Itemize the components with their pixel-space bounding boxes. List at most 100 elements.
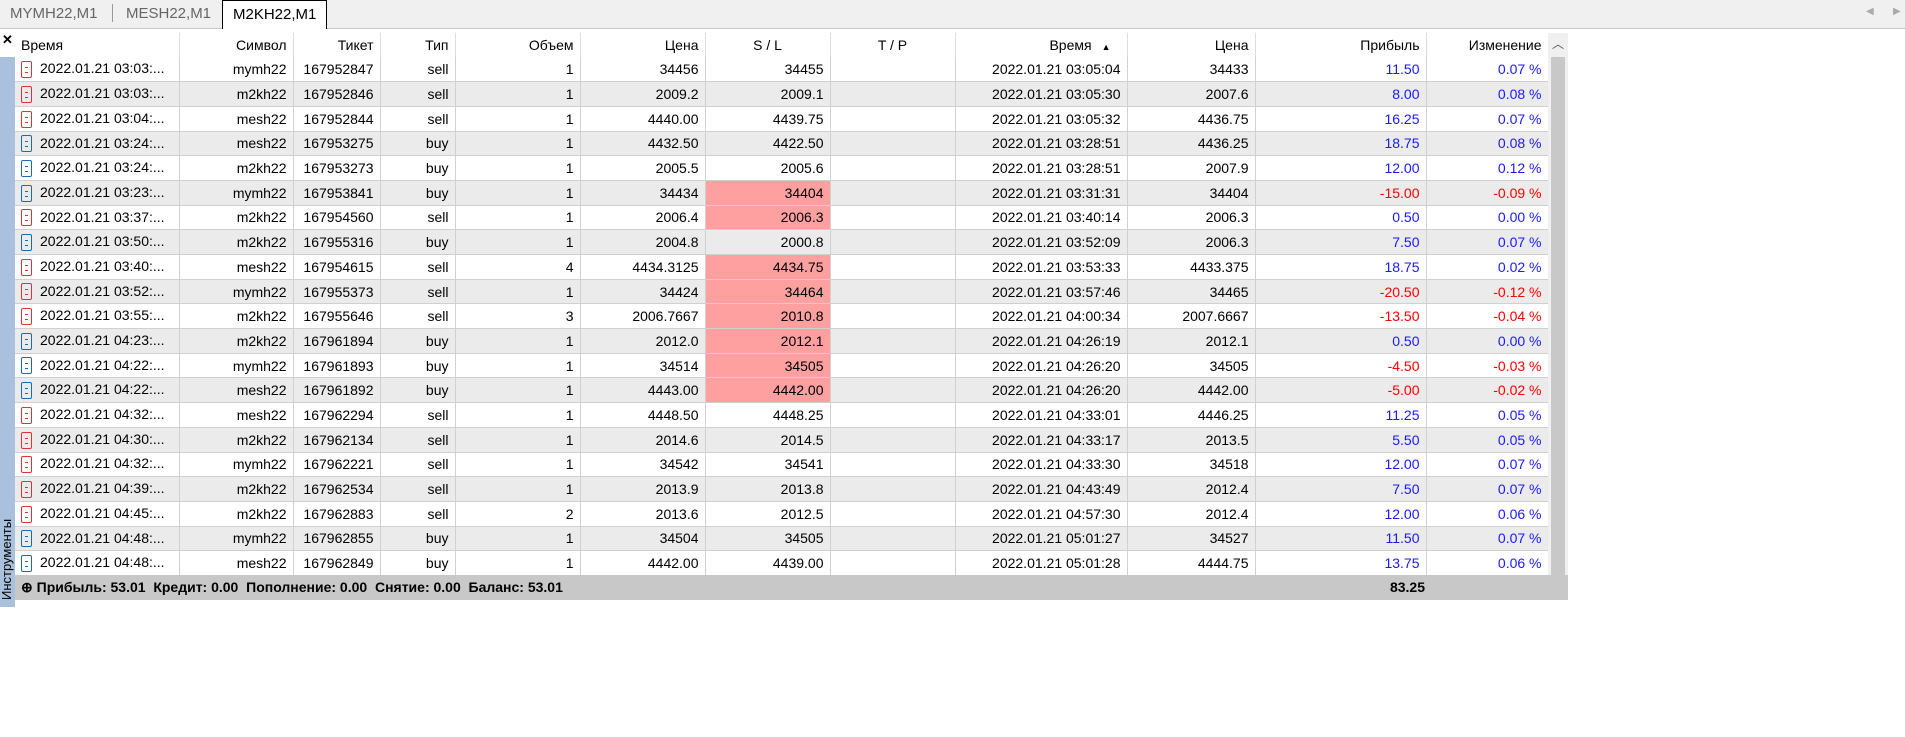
cell-7 [830,279,956,305]
table-row[interactable]: 2022.01.21 03:03:... m2kh22 167952846 sell 1… [15,81,1549,107]
column-header[interactable]: Объем [455,33,581,57]
table-row[interactable]: 2022.01.21 03:37:... m2kh22 167954560 sell 1… [15,205,1549,231]
table-row[interactable]: 2022.01.21 04:48:... mesh22 167962849 buy 1 4… [15,550,1549,576]
cell-text: -0.04 % [1493,308,1542,325]
cell-text: 167961894 [303,332,374,349]
table-row[interactable]: 2022.01.21 04:22:... mymh22 167961893 buy 1 3… [15,353,1549,379]
table-row[interactable]: 2022.01.21 03:03:... mymh22 167952847 sell 1… [15,57,1549,83]
cell-text: -20.50 [1379,283,1420,300]
cell-text: -0.02 % [1493,382,1542,399]
cell-text: 2022.01.21 04:22:... [40,356,165,373]
table-row[interactable]: 2022.01.21 03:50:... m2kh22 167955316 buy 1 2… [15,229,1549,255]
table-row[interactable]: 2022.01.21 03:23:... mymh22 167953841 buy 1 3… [15,180,1549,206]
cell-0: 2022.01.21 03:23:... [15,180,180,206]
column-header[interactable]: Цена [1127,33,1256,57]
cell-10: 0.50 [1255,205,1427,231]
cell-8: 2022.01.21 03:28:51 [955,131,1128,157]
column-header-label: Тип [425,37,449,53]
scrollbar-thumb[interactable] [1551,57,1565,575]
scroll-up-icon[interactable]: ︿ [1552,37,1565,51]
tab-m2kh22[interactable]: M2KH22,M1 [222,0,328,29]
scroll-tabs-right-icon[interactable]: ▶ [1893,6,1901,17]
cell-text: 4436.75 [1197,110,1249,127]
cell-1: mesh22 [179,377,294,404]
buy-order-icon [21,234,32,252]
table-row[interactable]: 2022.01.21 04:23:... m2kh22 167961894 buy 1 2… [15,328,1549,354]
column-header[interactable]: T / P [830,33,956,57]
cell-2: 167961892 [293,377,381,404]
buy-order-icon [21,554,32,572]
sort-asc-icon[interactable]: ▲ [1101,42,1111,52]
column-header[interactable]: S / L [705,33,831,57]
cell-3: sell [380,254,456,280]
cell-0: 2022.01.21 03:24:... [15,155,180,181]
table-row[interactable]: 2022.01.21 04:45:... m2kh22 167962883 sell 2… [15,501,1549,527]
column-header[interactable]: Тикет [293,33,381,57]
cell-9: 34404 [1127,180,1256,206]
table-row[interactable]: 2022.01.21 04:39:... m2kh22 167962534 sell 1… [15,476,1549,502]
cell-text: 0.08 % [1497,135,1542,152]
cell-text: 1 [565,283,574,300]
expand-icon[interactable]: ⊕ [21,579,33,595]
column-header-label: Символ [236,37,287,53]
cell-10: 12.00 [1255,452,1427,478]
column-header[interactable]: Тип [380,33,456,57]
table-row[interactable]: 2022.01.21 04:32:... mesh22 167962294 sell 1… [15,402,1549,428]
table-row[interactable]: 2022.01.21 03:04:... mesh22 167952844 sell 1… [15,106,1549,132]
column-header[interactable]: Время [15,33,180,57]
cell-text: 167952844 [303,110,374,127]
table-row[interactable]: 2022.01.21 04:30:... m2kh22 167962134 sell 1… [15,427,1549,453]
cell-text: 2012.4 [1205,505,1249,522]
cell-7 [830,328,956,354]
cell-10: 18.75 [1255,254,1427,280]
cell-text: mesh22 [236,555,287,572]
cell-4: 1 [455,180,581,206]
tab-separator [112,4,113,22]
cell-text: 2022.01.21 03:28:51 [992,160,1121,177]
cell-1: m2kh22 [179,328,294,354]
cell-text: buy [425,382,449,399]
tab-mesh22[interactable]: MESH22,M1 [126,5,212,22]
cell-11: 0.05 % [1426,402,1549,428]
buy-order-icon [21,135,32,153]
table-row[interactable]: 2022.01.21 03:24:... m2kh22 167953273 buy 1 2… [15,155,1549,181]
cell-11: 0.07 % [1426,57,1549,83]
column-header[interactable]: Время ▲ [955,33,1128,57]
table-row[interactable]: 2022.01.21 04:22:... mesh22 167961892 buy 1 4… [15,377,1549,404]
column-header[interactable]: Символ [179,33,294,57]
table-row[interactable]: 2022.01.21 03:52:... mymh22 167955373 sell 1… [15,279,1549,305]
cell-6: 2013.8 [705,476,831,502]
cell-0: 2022.01.21 04:22:... [15,353,180,379]
cell-7 [830,402,956,428]
table-row[interactable]: 2022.01.21 04:48:... mymh22 167962855 buy 1 3… [15,526,1549,552]
cell-3: buy [380,229,456,255]
cell-text: 1 [565,332,574,349]
column-header[interactable]: Прибыль [1255,33,1427,57]
vertical-scrollbar[interactable]: ︿ [1548,33,1568,575]
cell-0: 2022.01.21 03:03:... [15,81,180,107]
table-row[interactable]: 2022.01.21 03:24:... mesh22 167953275 buy 1 4… [15,131,1549,157]
cell-3: buy [380,353,456,379]
cell-8: 2022.01.21 05:01:27 [955,526,1128,552]
cell-text: sell [427,456,449,473]
scroll-tabs-left-icon[interactable]: ◀ [1866,6,1874,17]
cell-text: 12.00 [1384,505,1420,522]
table-row[interactable]: 2022.01.21 04:32:... mymh22 167962221 sell 1… [15,452,1549,478]
cell-text: 167961892 [303,382,374,399]
cell-text: 2022.01.21 03:05:32 [992,110,1121,127]
cell-11: 0.02 % [1426,254,1549,280]
cell-4: 1 [455,526,581,552]
table-row[interactable]: 2022.01.21 03:55:... m2kh22 167955646 sell 3… [15,303,1549,330]
tab-mymh22[interactable]: MYMH22,M1 [10,5,98,22]
cell-text: 2022.01.21 04:23:... [40,332,165,348]
cell-1: mymh22 [179,353,294,379]
cell-8: 2022.01.21 04:33:01 [955,402,1128,428]
cell-text: buy [425,357,449,374]
cell-1: mesh22 [179,131,294,157]
cell-11: 0.07 % [1426,526,1549,552]
column-header[interactable]: Цена [580,33,706,57]
column-header[interactable]: Изменение [1426,33,1549,57]
close-icon[interactable]: ✕ [2,32,13,47]
table-row[interactable]: 2022.01.21 03:40:... mesh22 167954615 sell 4… [15,254,1549,280]
toolbox-side-strip[interactable] [0,57,15,607]
